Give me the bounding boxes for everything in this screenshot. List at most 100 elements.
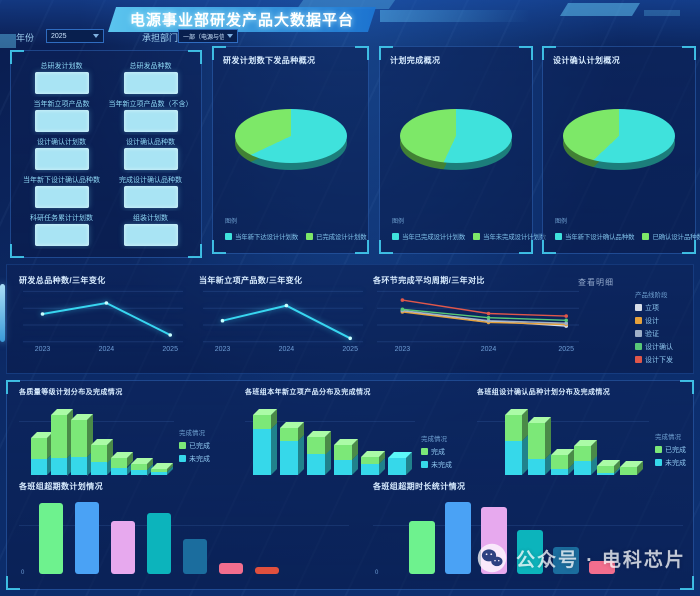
stats-panel: 总研发计划数 总研发品种数 当年新立项产品数 当年新立项产品数（不含） 设计确认计划数 设… <box>10 50 202 258</box>
pie-panel-design-confirm: 设计确认计划概况 图例 当年新下设计确认品种数 已确认设计品种数 <box>542 46 700 254</box>
stacked-bar-team-design-confirm: 各班组设计确认品种计划分布及完成情况 完成情况 已完成 未完成 <box>477 387 695 477</box>
stacked-bar <box>361 451 385 475</box>
dept-select[interactable]: 一部（电源与信息系统） <box>178 29 238 43</box>
stat-card: 总研发品种数 <box>106 61 195 97</box>
legend-item[interactable]: 设计确认 <box>635 342 673 352</box>
legend-item[interactable]: 已完成 <box>179 441 210 451</box>
legend-item[interactable]: 当年新下达设计计划数 <box>225 231 298 241</box>
stat-label: 组装计划数 <box>133 215 168 222</box>
stacked-bar-quality-levels: 各质量等级计划分布及完成情况 完成情况 已完成 未完成 <box>19 387 244 477</box>
chart-title: 研发计划数下发品种概况 <box>223 56 316 65</box>
bar <box>409 520 435 574</box>
legend: 当年新下达设计计划数 已完成设计计划数 <box>225 231 367 241</box>
stat-value-box <box>123 72 178 94</box>
x-tick: 2025 <box>342 346 358 353</box>
stacked-bar <box>574 439 597 475</box>
x-tick: 2023 <box>214 346 231 353</box>
stat-card: 设计确认计划数 <box>17 137 106 173</box>
stat-card: 当年新下设计确认品种数 <box>17 175 106 211</box>
x-tick: 2023 <box>394 346 411 353</box>
legend-item[interactable]: 完成 <box>421 447 452 457</box>
stacked-bar-plot <box>477 401 649 477</box>
bar-plot: 0 <box>19 496 349 580</box>
stats-grid: 总研发计划数 总研发品种数 当年新立项产品数 当年新立项产品数（不含） 设计确认计划数 设… <box>17 61 195 249</box>
legend-title: 完成情况 <box>179 430 205 437</box>
legend-item[interactable]: 未完成 <box>421 460 452 470</box>
legend: 当年已完成设计计划数 当年未完成设计计划数 <box>392 231 546 241</box>
view-detail-button[interactable]: 查看明细 <box>578 278 614 287</box>
legend: 完成情况 完成 未完成 <box>421 433 452 470</box>
bar <box>219 562 243 574</box>
stacked-bar <box>51 409 73 475</box>
stat-value-box <box>123 110 178 132</box>
legend-item[interactable]: 验证 <box>635 329 673 339</box>
stat-value-box <box>34 110 89 132</box>
chevron-down-icon <box>93 34 99 38</box>
legend-item[interactable]: 未完成 <box>655 458 686 468</box>
stacked-bar <box>31 432 53 475</box>
stacked-bar <box>620 460 643 475</box>
stacked-bar <box>280 422 304 475</box>
line-plot <box>199 288 367 344</box>
stat-value-box <box>34 148 89 170</box>
legend-items: 已完成 未完成 <box>179 441 210 464</box>
stat-value-box <box>34 224 89 246</box>
bar-chart-overdue-duration: 各班组超期时长统计情况 0 <box>373 481 691 580</box>
bar <box>111 521 135 574</box>
legend-item[interactable]: 立项 <box>635 303 673 313</box>
legend-item[interactable]: 当年已完成设计计划数 <box>392 231 465 241</box>
chart-title: 各班组超期时长统计情况 <box>373 482 466 491</box>
chevron-down-icon <box>227 34 233 38</box>
legend-items: 立项设计验证设计确认设计下发 <box>635 303 673 365</box>
stacked-bar-plot <box>19 401 174 477</box>
line-chart-cycle-compare: 各环节完成平均周期/三年对比 查看明细 2023 2024 2025 产品线阶段 立… <box>373 275 689 364</box>
pie-slices <box>400 109 512 163</box>
stat-label: 科研任务累计计划数 <box>30 215 93 222</box>
multi-line-plot <box>373 288 583 344</box>
dept-filter-label: 承担部门 <box>142 33 179 43</box>
legend-item[interactable]: 当年新下设计确认品种数 <box>555 231 635 241</box>
stat-value-box <box>123 186 178 208</box>
x-tick: 2025 <box>162 346 178 353</box>
legend-item[interactable]: 设计 <box>635 316 673 326</box>
x-axis-labels: 2023 2024 2025 <box>19 346 187 356</box>
legend: 产品线阶段 立项 设计 验证 设计确认 设计下发 <box>635 289 673 365</box>
legend-item[interactable]: 当年未完成设计计划数 <box>473 231 546 241</box>
bar <box>445 502 471 574</box>
stat-label: 设计确认品种数 <box>126 139 175 146</box>
stacked-bar <box>111 452 133 475</box>
header-decoration <box>560 3 640 16</box>
bar <box>39 503 63 574</box>
line-plot <box>19 288 187 344</box>
header-decoration <box>0 34 16 48</box>
year-select[interactable]: 2025 <box>46 29 104 43</box>
legend-title: 完成情况 <box>655 434 681 441</box>
stacked-bar <box>551 449 574 475</box>
stat-label: 总研发品种数 <box>129 63 172 70</box>
legend-item[interactable]: 已完成 <box>655 445 686 455</box>
bar-chart-overdue-plans: 各班组超期数计划情况 0 <box>19 481 359 580</box>
legend-item[interactable]: 未完成 <box>179 454 210 464</box>
stacked-bar <box>528 417 551 475</box>
stat-label: 完成设计确认品种数 <box>119 177 182 184</box>
bar <box>481 506 507 574</box>
x-tick: 2024 <box>278 346 295 353</box>
stat-card: 总研发计划数 <box>17 61 106 97</box>
y-axis-tick: 0 <box>375 570 379 576</box>
year-select-value: 2025 <box>51 32 67 40</box>
pie-chart-plan-completion <box>380 109 532 189</box>
legend: 当年新下设计确认品种数 已确认设计品种数 <box>555 231 700 241</box>
stat-label: 当年新立项产品数（不含） <box>108 101 193 108</box>
legend-item[interactable]: 设计下发 <box>635 355 673 365</box>
legend-item[interactable]: 已完成设计计划数 <box>306 231 367 241</box>
stacked-bar <box>253 409 277 475</box>
stacked-bar <box>91 438 113 475</box>
stacked-bar <box>334 439 358 475</box>
legend-note: 图例 <box>392 219 405 225</box>
stat-value-box <box>123 224 178 246</box>
bar-plot: 0 <box>373 496 683 580</box>
legend-item[interactable]: 已确认设计品种数 <box>642 231 700 241</box>
bar <box>183 539 207 574</box>
x-tick: 2023 <box>34 346 51 353</box>
